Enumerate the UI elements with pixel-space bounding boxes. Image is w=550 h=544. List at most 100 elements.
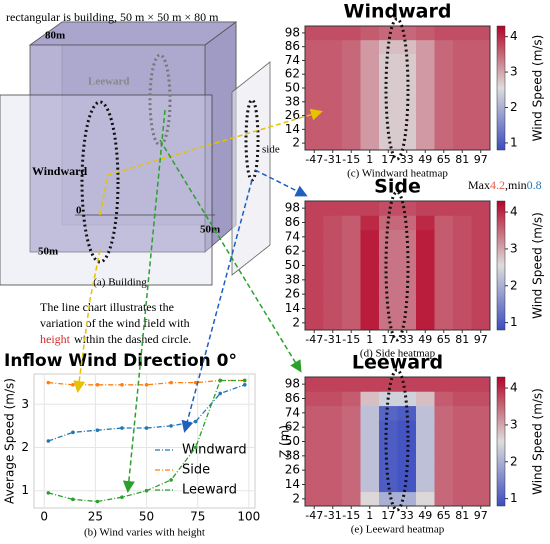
x-tick-label: -31 xyxy=(324,333,342,346)
heatmap-cell xyxy=(323,215,343,231)
heatmap-cell xyxy=(323,26,343,41)
heatmap-cell xyxy=(434,301,454,317)
colorbar-tick-label: 3 xyxy=(510,241,518,255)
heatmap-cell xyxy=(434,215,454,231)
heatmap-cell xyxy=(379,377,398,392)
max-value: 4.2 xyxy=(490,178,505,192)
heatmap-cell xyxy=(305,258,324,274)
heatmap-cell xyxy=(305,301,324,317)
colorbar-tick-label: 3 xyxy=(510,65,518,79)
heatmap-cell xyxy=(397,136,417,151)
y-tick-label: 2 xyxy=(292,136,300,150)
colorbar-tick-label: 1 xyxy=(510,315,518,329)
charts: 1 2 3 0 25 50 75 100 Windward Side Leeward Inflow W… xyxy=(3,1,545,539)
heatmap-cell xyxy=(342,67,361,82)
heatmap-cell xyxy=(305,391,324,407)
note-line: variation of the wind field with xyxy=(40,316,190,330)
y-tick-label: 62 xyxy=(285,244,300,258)
heatmap-cell xyxy=(434,463,454,478)
heatmap-cell xyxy=(416,287,435,302)
heatmap-cell xyxy=(379,434,398,450)
heatmap-cell xyxy=(342,463,361,478)
heatmap-cell xyxy=(453,287,472,302)
point xyxy=(169,380,173,385)
x-tick-label: 49 xyxy=(418,509,432,522)
note-after: within the dashed circle. xyxy=(74,332,191,346)
heatmap-cell xyxy=(323,122,343,137)
heatmap-cell xyxy=(416,391,435,407)
heatmap-cell xyxy=(416,272,435,288)
heatmap-cell xyxy=(397,258,417,274)
heatmap-cell xyxy=(379,26,398,41)
heatmap-cell xyxy=(305,26,324,41)
heatmap-cell xyxy=(453,420,472,435)
heatmap-cell xyxy=(379,315,398,331)
heatmap-cell xyxy=(323,53,343,68)
heatmap-cell xyxy=(360,94,380,110)
diagram-caption: (a) Building xyxy=(93,277,147,289)
heatmap-cell xyxy=(471,477,491,493)
heatmap-cell xyxy=(323,463,343,478)
colorbar-tick-label: 1 xyxy=(510,491,518,505)
heatmap-cell xyxy=(342,420,361,435)
max-label: Max xyxy=(468,178,490,192)
heatmap-cell xyxy=(360,477,380,493)
heatmap-cell xyxy=(342,287,361,302)
y-tick-label: 98 xyxy=(285,201,300,215)
heatmap-cell xyxy=(379,244,398,259)
heatmap-cell xyxy=(379,136,398,151)
colorbar-label: Wind Speed (m/s) xyxy=(531,35,545,142)
x-tick-label: 1 xyxy=(366,153,373,166)
heatmap-cell xyxy=(434,391,454,407)
heatmap-cell xyxy=(342,39,361,54)
heatmap-cell xyxy=(416,463,435,478)
heatmap-cell xyxy=(379,258,398,274)
heatmap-cell xyxy=(342,229,361,245)
heatmap-cell xyxy=(434,448,454,464)
heatmap-cell xyxy=(397,201,417,216)
y-tick-label: 74 xyxy=(285,229,300,243)
heatmap-cell xyxy=(323,491,343,507)
chart-caption: (e) Leeward heatmap xyxy=(351,524,445,536)
legend-label: Leeward xyxy=(182,483,237,498)
x-tick-label: -47 xyxy=(305,333,323,346)
width-label: 50m xyxy=(200,224,220,236)
x-tick-label: 97 xyxy=(474,153,488,166)
x-tick-label: 81 xyxy=(455,333,469,346)
heatmap-cell xyxy=(434,201,454,216)
heatmap-cell xyxy=(379,229,398,245)
heatmap-cell xyxy=(471,67,491,82)
heatmap-cell xyxy=(453,81,472,96)
heatmap-cell xyxy=(379,420,398,435)
heatmap-cell xyxy=(360,448,380,464)
heatmap-cell xyxy=(397,94,417,110)
colorbar-tick-label: 1 xyxy=(510,135,518,149)
heatmap-cell xyxy=(342,477,361,493)
heatmap-cell xyxy=(360,391,380,407)
heatmap-cell xyxy=(360,26,380,41)
y-tick-label: 38 xyxy=(285,448,300,462)
heatmap-cell xyxy=(471,405,491,421)
heatmap-cell xyxy=(360,122,380,137)
y-tick-label: 86 xyxy=(285,39,300,53)
heatmap-cell xyxy=(434,272,454,288)
width-label: 50m xyxy=(38,246,58,258)
heatmap-cell xyxy=(360,53,380,68)
x-tick-label: -31 xyxy=(324,153,342,166)
heatmap-cell xyxy=(416,136,435,151)
heatmap-cell xyxy=(434,244,454,259)
heatmap-cell xyxy=(305,463,324,478)
heatmap-cell xyxy=(305,315,324,331)
heatmap-cell xyxy=(397,244,417,259)
heatmap-cell xyxy=(416,244,435,259)
x-tick-label: 97 xyxy=(474,509,488,522)
heatmap-cell xyxy=(416,448,435,464)
x-tick-label: 25 xyxy=(88,510,103,524)
heatmap-cell xyxy=(379,477,398,493)
heatmap-cell xyxy=(323,420,343,435)
heatmap-cell xyxy=(471,229,491,245)
heatmap-cell xyxy=(397,67,417,82)
heatmap-cell xyxy=(360,244,380,259)
y-tick-label: 86 xyxy=(285,391,300,405)
heatmap-cell xyxy=(453,272,472,288)
